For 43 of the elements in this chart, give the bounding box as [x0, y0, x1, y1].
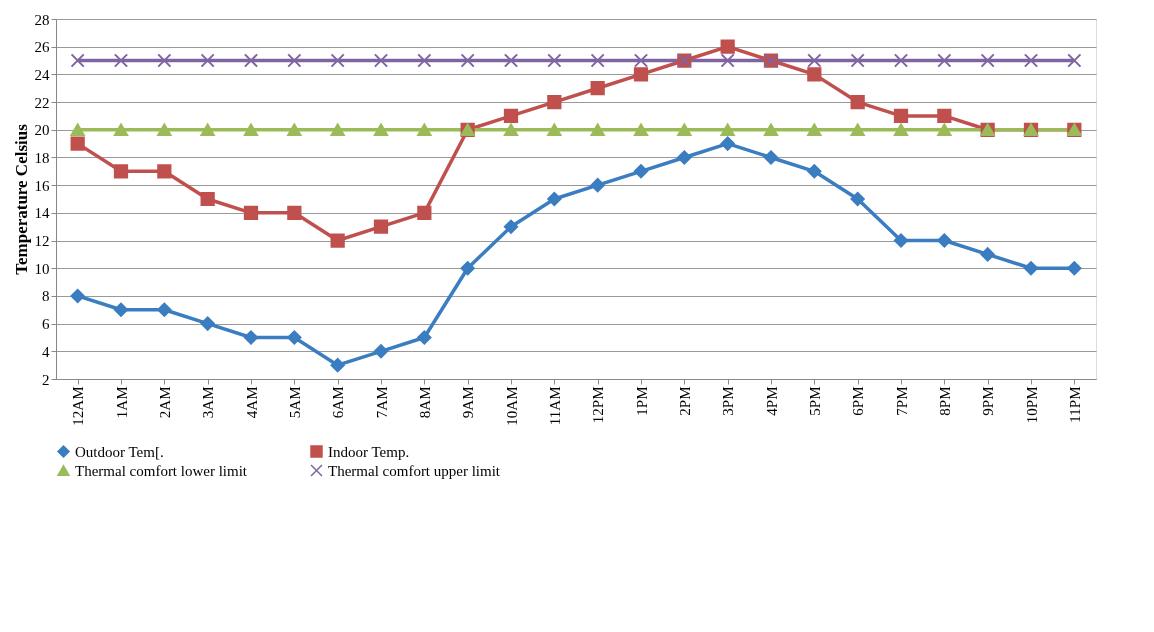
y-tick-label: 22: [34, 94, 50, 111]
x-tick-label: 3AM: [200, 386, 217, 419]
y-tick-label: 24: [34, 66, 50, 83]
x-tick-label: 10PM: [1023, 386, 1040, 424]
x-tick-label: 2AM: [156, 386, 173, 419]
x-tick-label: 9AM: [460, 386, 477, 419]
x-tick-label: 8PM: [936, 386, 953, 416]
x-tick-label: 1PM: [633, 386, 650, 416]
x-tick-label: 11PM: [1066, 386, 1083, 423]
y-tick-label: 20: [34, 122, 50, 139]
x-tick-label: 3PM: [720, 386, 737, 416]
x-tick-label: 8AM: [416, 386, 433, 419]
legend-label: Thermal comfort lower limit: [75, 462, 248, 479]
x-tick-label: 10AM: [503, 386, 520, 426]
y-tick-label: 16: [34, 177, 50, 194]
y-axis-title: Temperature Celsius: [11, 123, 31, 275]
x-tick-label: 12AM: [70, 386, 87, 426]
x-tick-label: 6AM: [330, 386, 347, 419]
y-tick-label: 26: [34, 39, 50, 56]
x-tick-label: 5PM: [806, 386, 823, 416]
y-tick-label: 10: [34, 260, 50, 277]
y-tick-label: 2: [42, 371, 50, 388]
legend-label: Indoor Temp.: [328, 443, 410, 460]
x-tick-label: 7AM: [373, 386, 390, 419]
legend-label: Thermal comfort upper limit: [328, 462, 501, 479]
y-tick-label: 18: [34, 149, 50, 166]
x-tick-label: 5AM: [286, 386, 303, 419]
x-tick-label: 1AM: [113, 386, 130, 419]
y-tick-label: 28: [34, 11, 50, 28]
x-tick-label: 4PM: [763, 386, 780, 416]
x-tick-label: 9PM: [980, 386, 997, 416]
y-tick-label: 8: [42, 288, 50, 305]
legend-label: Outdoor Tem[.: [75, 443, 164, 460]
y-tick-label: 14: [34, 205, 50, 222]
y-tick-label: 6: [42, 316, 50, 333]
x-tick-label: 2PM: [676, 386, 693, 416]
x-tick-label: 6PM: [850, 386, 867, 416]
x-tick-label: 4AM: [243, 386, 260, 419]
x-tick-label: 7PM: [893, 386, 910, 416]
x-tick-label: 12PM: [590, 386, 607, 424]
y-tick-label: 4: [42, 343, 50, 360]
y-tick-label: 12: [34, 233, 50, 250]
x-tick-label: 11AM: [546, 386, 563, 426]
